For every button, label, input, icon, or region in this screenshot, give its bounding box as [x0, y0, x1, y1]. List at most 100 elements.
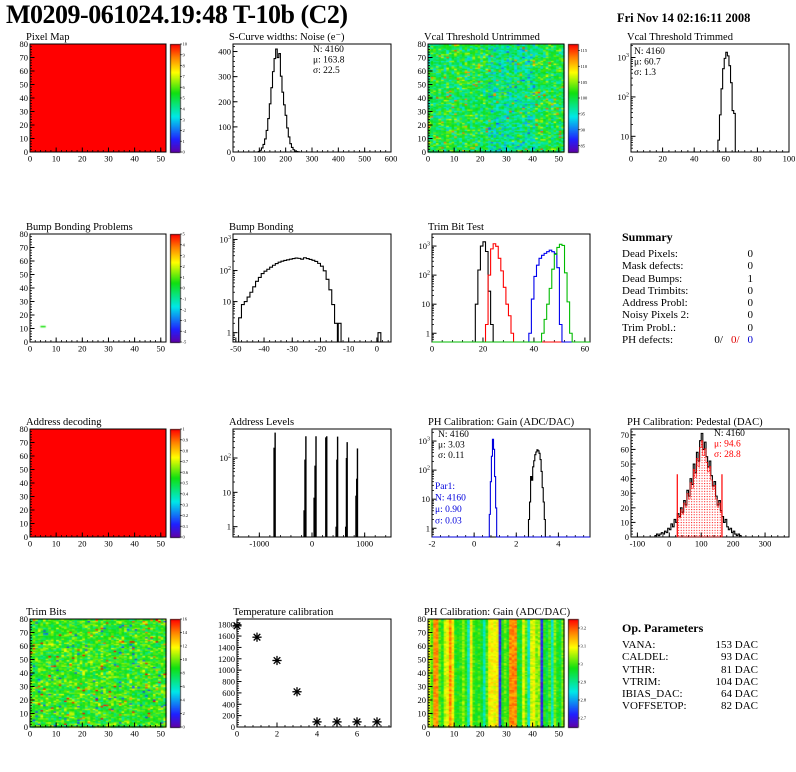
svg-text:0: 0 — [183, 150, 186, 155]
svg-text:10: 10 — [20, 324, 29, 334]
ph-defects-value-1: 0/ — [714, 334, 723, 347]
svg-text:60: 60 — [20, 256, 29, 266]
summary-row: Dead Bumps: 1 — [622, 273, 753, 285]
plot-scurve-noise: 0 100 200 300 400 500 600 0 100 200 300 400 N: 4160 μ… — [199, 30, 398, 195]
svg-text:0: 0 — [310, 539, 314, 549]
svg-text:60: 60 — [20, 451, 29, 461]
svg-text:16: 16 — [183, 617, 188, 622]
summary-row: Noisy Pixels 2: 0 — [622, 309, 753, 321]
svg-text:1: 1 — [183, 275, 185, 280]
svg-text:30: 30 — [104, 344, 113, 354]
svg-text:80: 80 — [20, 614, 29, 624]
svg-text:100: 100 — [581, 96, 589, 101]
op-parameter-row: IBIAS_DAC: 64 DAC — [622, 688, 758, 700]
svg-text:60: 60 — [621, 444, 630, 454]
svg-text:1: 1 — [227, 522, 231, 532]
svg-text:70: 70 — [418, 53, 427, 63]
svg-text:6: 6 — [183, 684, 186, 689]
svg-text:Address decoding: Address decoding — [26, 417, 102, 428]
svg-text:PH Calibration: Pedestal (DAC): PH Calibration: Pedestal (DAC) — [627, 417, 763, 428]
svg-text:90: 90 — [581, 127, 586, 132]
summary-value: 1 — [747, 272, 754, 285]
svg-text:200: 200 — [727, 539, 740, 549]
svg-text:0: 0 — [422, 722, 426, 732]
svg-text:2: 2 — [514, 539, 518, 549]
svg-text:70: 70 — [621, 430, 630, 440]
svg-text:0.1: 0.1 — [183, 524, 189, 529]
svg-text:60: 60 — [418, 641, 427, 651]
svg-text:10: 10 — [621, 131, 630, 141]
svg-text:1: 1 — [183, 139, 185, 144]
svg-text:-1000: -1000 — [249, 539, 269, 549]
plot-trim-bits-map: 0 10 20 30 40 50 0 10 20 30 40 50 60 70 80 16 14 12 10 8 6 4 2… — [0, 605, 199, 770]
svg-text:70: 70 — [20, 438, 29, 448]
svg-text:8: 8 — [183, 63, 186, 68]
svg-text:20: 20 — [78, 539, 87, 549]
svg-text:12: 12 — [183, 644, 188, 649]
svg-text:Trim Bits: Trim Bits — [26, 607, 66, 618]
svg-text:4: 4 — [183, 698, 186, 703]
svg-text:40: 40 — [20, 93, 29, 103]
svg-text:1: 1 — [227, 328, 231, 338]
svg-text:10: 10 — [52, 154, 61, 164]
op-parameter-row: VTHR: 81 DAC — [622, 664, 758, 676]
op-parameter-row: CALDEL: 93 DAC — [622, 651, 758, 663]
summary-label: PH defects: — [622, 334, 674, 347]
summary-row: Dead Pixels: 0 — [622, 248, 753, 260]
svg-text:20: 20 — [20, 695, 29, 705]
svg-text:1800: 1800 — [218, 620, 235, 630]
svg-text:10: 10 — [52, 729, 61, 739]
svg-text:0: 0 — [231, 154, 235, 164]
svg-text:0: 0 — [235, 729, 239, 739]
svg-text:10: 10 — [450, 729, 459, 739]
svg-text:0.7: 0.7 — [183, 459, 189, 464]
summary-row: Mask defects: 0 — [622, 260, 753, 272]
svg-text:105: 105 — [581, 80, 589, 85]
plot-bump-bonding-problems: 0 10 20 30 40 50 0 10 20 30 40 50 60 70 80 5 4 3 2 1 0 -1 -2 -3… — [0, 220, 199, 385]
svg-text:2.9: 2.9 — [581, 680, 587, 685]
svg-text:80: 80 — [20, 39, 29, 49]
svg-text:0: 0 — [629, 154, 633, 164]
svg-text:20: 20 — [476, 729, 485, 739]
summary-label: Dead Bumps: — [622, 272, 683, 285]
svg-text:10: 10 — [183, 42, 188, 47]
ph-calibration-gain-map-svg: 0 10 20 30 40 50 0 10 20 30 40 50 60 70 80 3.2 3.1 3 2.9 2.… — [418, 607, 587, 739]
svg-text:50: 50 — [20, 465, 29, 475]
svg-text:70: 70 — [20, 628, 29, 638]
svg-text:600: 600 — [385, 154, 398, 164]
op-parameter-label: VANA: — [622, 639, 656, 651]
svg-text:-4: -4 — [183, 329, 187, 334]
svg-text:30: 30 — [502, 729, 511, 739]
svg-text:30: 30 — [502, 154, 511, 164]
svg-text:400: 400 — [222, 699, 235, 709]
svg-text:50: 50 — [555, 154, 564, 164]
svg-text:0.4: 0.4 — [183, 492, 189, 497]
summary-title: Summary — [622, 230, 673, 244]
svg-text:0.2: 0.2 — [183, 513, 189, 518]
plot-pixel-map: 0 10 20 30 40 50 0 10 20 30 40 50 60 70 80 10 9 8 7 6 5 4 3 2 1 0… — [0, 30, 199, 195]
op-parameter-row: VOFFSETOP: 82 DAC — [622, 700, 758, 712]
svg-text:30: 30 — [418, 682, 427, 692]
summary-value: 0 — [747, 248, 754, 260]
svg-text:115: 115 — [581, 48, 588, 53]
svg-text:10: 10 — [20, 519, 29, 529]
op-parameter-value: 153 DAC — [715, 639, 758, 651]
svg-text:-2: -2 — [428, 539, 435, 549]
svg-text:60: 60 — [20, 66, 29, 76]
svg-text:30: 30 — [104, 729, 113, 739]
svg-text:40: 40 — [528, 154, 537, 164]
svg-text:Bump Bonding Problems: Bump Bonding Problems — [26, 222, 133, 233]
svg-text:N: 4160: N: 4160 — [714, 429, 745, 439]
svg-text:95: 95 — [581, 112, 586, 117]
svg-text:103: 103 — [419, 241, 431, 251]
svg-text:50: 50 — [20, 655, 29, 665]
svg-text:40: 40 — [528, 729, 537, 739]
svg-text:-10: -10 — [343, 344, 354, 354]
address-levels-svg: -1000 0 1000 1 10 102 Address Levels — [220, 417, 392, 549]
svg-text:0: 0 — [24, 147, 28, 157]
plot-trim-bit-test: 0 20 40 60 1 10 102 103 Trim Bit Test — [398, 220, 597, 385]
address-decoding-svg: 0 10 20 30 40 50 0 10 20 30 40 50 60 70 80 1 0.9 0.8 0.7 0.… — [20, 417, 189, 549]
